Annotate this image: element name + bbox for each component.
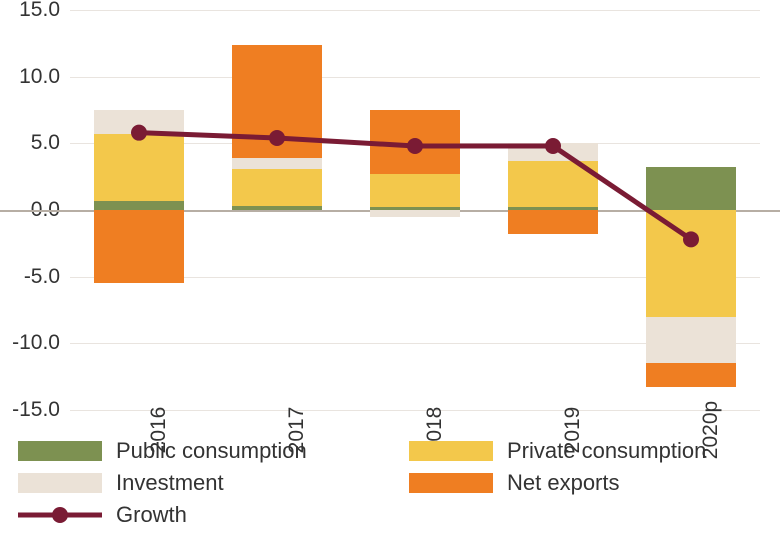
y-tick-label: -15.0 [0, 398, 60, 422]
plot-area [70, 10, 760, 410]
legend-swatch [409, 441, 493, 461]
legend-item-public-consumption: Public consumption [18, 438, 369, 464]
legend-item-growth: Growth [18, 502, 369, 528]
legend-label: Growth [116, 502, 187, 528]
grid-line [70, 410, 760, 411]
y-tick-label: -10.0 [0, 331, 60, 355]
legend-swatch [18, 473, 102, 493]
y-tick-label: -5.0 [0, 265, 60, 289]
legend-item-investment: Investment [18, 470, 369, 496]
chart-container: 15.0 10.0 5.0 0.0 -5.0 -10.0 -15.0 2016 … [0, 0, 780, 542]
legend-label: Private consumption [507, 438, 706, 464]
legend: Public consumption Private consumption I… [18, 438, 760, 528]
y-tick-label: 5.0 [0, 131, 60, 155]
y-tick-label: 10.0 [0, 65, 60, 89]
legend-item-net-exports: Net exports [409, 470, 760, 496]
legend-swatch [409, 473, 493, 493]
legend-swatch [18, 441, 102, 461]
legend-label: Investment [116, 470, 224, 496]
legend-line-swatch [18, 503, 102, 527]
legend-item-private-consumption: Private consumption [409, 438, 760, 464]
y-tick-label: 15.0 [0, 0, 60, 22]
legend-label: Public consumption [116, 438, 307, 464]
legend-label: Net exports [507, 470, 620, 496]
growth-line [70, 10, 760, 410]
